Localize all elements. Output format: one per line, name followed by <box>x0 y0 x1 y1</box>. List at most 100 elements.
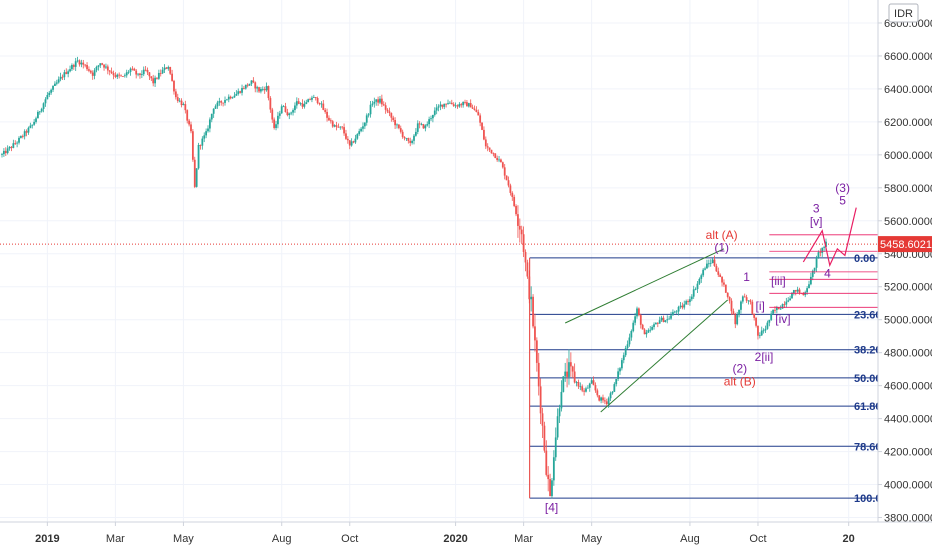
candle-body <box>367 114 370 116</box>
candle-body <box>165 67 168 69</box>
candle-body <box>152 78 155 84</box>
candle-body <box>61 76 64 78</box>
candle-body <box>600 397 603 401</box>
candle-body <box>220 101 223 103</box>
candle-body <box>498 159 500 161</box>
candle-body <box>67 71 70 74</box>
candle-body <box>707 263 710 265</box>
candle-body <box>681 305 684 308</box>
candle-body <box>386 109 389 112</box>
candle-body <box>602 397 604 401</box>
candle-body <box>641 324 644 330</box>
candle-body <box>401 131 404 137</box>
candle-body <box>29 125 32 128</box>
candle-body <box>267 86 270 99</box>
candle-body <box>439 104 442 107</box>
candle-body <box>794 290 797 292</box>
candle-body <box>356 134 359 139</box>
candle-body <box>592 380 595 386</box>
candle-body <box>815 257 818 268</box>
candle-body <box>588 383 591 388</box>
wave-label: 3 <box>813 202 820 216</box>
candle-body <box>212 108 215 114</box>
candle-body <box>343 127 345 134</box>
candle-body <box>662 317 665 322</box>
wedge-trendline[interactable] <box>600 299 729 413</box>
candle-body <box>133 68 136 71</box>
candle-body <box>290 112 293 114</box>
wave-projection[interactable] <box>802 207 857 268</box>
candle-body <box>791 293 793 299</box>
candle-body <box>545 450 548 475</box>
candle-body <box>142 69 145 75</box>
price-axis[interactable]: 6800.00006600.00006400.00006200.00006000… <box>877 0 932 550</box>
candle-body <box>59 76 62 80</box>
candle-body <box>254 82 257 89</box>
candle-body <box>27 127 30 133</box>
candle-body <box>16 142 19 144</box>
candle-body <box>583 390 585 392</box>
candle-body <box>131 68 134 70</box>
candle-body <box>108 70 111 72</box>
candle-body <box>373 101 376 104</box>
candle-body <box>403 136 406 139</box>
candle-body <box>717 271 720 275</box>
wave-label: [4] <box>545 501 558 515</box>
candle-body <box>303 104 306 107</box>
wave-labels: [4] alt (A)(1) 1 (2)alt (B) [i] 2[ii] [iii] [iv… <box>545 181 850 515</box>
candle-body <box>169 67 172 74</box>
candle-body <box>558 408 561 417</box>
candle-body <box>205 131 208 136</box>
candle-body <box>216 102 219 107</box>
candle-body <box>157 73 160 79</box>
wave-label: 2[ii] <box>755 350 774 364</box>
currency-badge[interactable] <box>888 3 919 23</box>
candle-body <box>50 89 53 93</box>
candle-body <box>630 330 633 338</box>
candle-body <box>199 144 202 146</box>
price-tick-label: 6400.0000 <box>884 84 932 96</box>
candle-body <box>365 115 368 123</box>
wave-label: 1 <box>743 270 750 284</box>
candle-body <box>628 337 631 345</box>
candle-body <box>33 121 36 125</box>
candle-body <box>208 119 211 129</box>
candle-body <box>91 72 94 76</box>
candle-body <box>69 69 71 72</box>
candle-body <box>282 106 285 108</box>
candle-body <box>350 141 353 146</box>
candle-body <box>35 118 37 122</box>
candle-body <box>191 131 194 160</box>
candle-body <box>456 105 459 107</box>
fib-level-label: 78.60 <box>854 441 882 453</box>
candle-body <box>129 68 132 72</box>
candle-body <box>320 103 323 105</box>
candle-body <box>692 289 695 297</box>
candle-body <box>475 109 478 112</box>
candle-body <box>333 125 336 127</box>
candle-body <box>48 92 51 95</box>
candle-body <box>483 129 485 140</box>
candle-body <box>407 138 410 141</box>
candle-body <box>150 76 153 79</box>
candle-body <box>649 329 652 331</box>
candle-body <box>40 108 43 112</box>
candle-body <box>537 362 540 387</box>
candle-body <box>492 153 495 155</box>
candle-body <box>354 138 357 143</box>
wedge-trendline[interactable] <box>564 248 725 324</box>
candle-body <box>72 65 75 67</box>
candle-body <box>396 124 398 126</box>
candle-body <box>775 307 778 310</box>
candle-body <box>23 131 26 137</box>
trend-drawings[interactable] <box>0 207 878 413</box>
candle-body <box>140 74 143 76</box>
candle-body <box>779 308 782 310</box>
candle-body <box>416 123 419 132</box>
currency-label: IDR <box>894 8 913 20</box>
fibonacci-retracement[interactable]: 0.00 23.60 38.20 50.00 61.80 78.60 100.0 <box>529 253 882 505</box>
candle-body <box>503 167 506 176</box>
time-axis[interactable]: 2019 Mar May Aug Oct 2020 Mar May Aug Oct 20 <box>0 521 932 550</box>
